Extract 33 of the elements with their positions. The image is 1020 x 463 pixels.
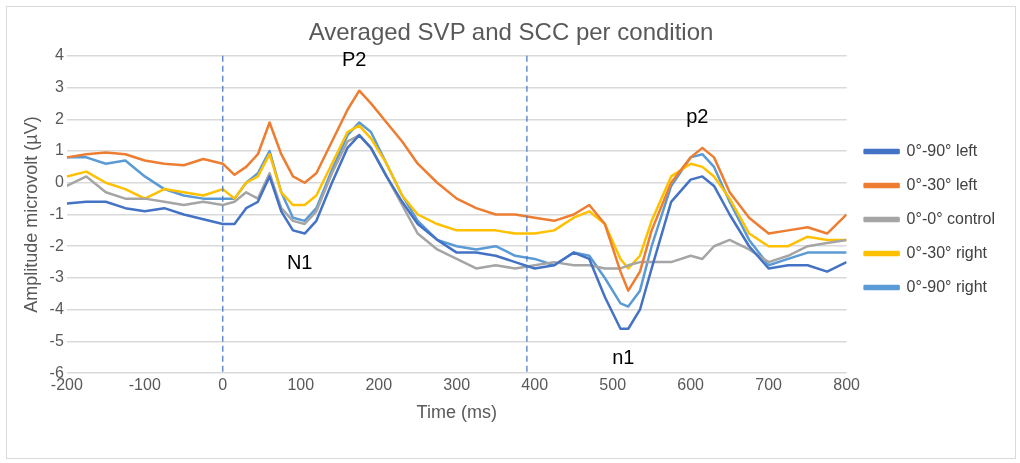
y-tick-label: 4 [54, 46, 64, 64]
x-tick-label: -100 [128, 376, 161, 394]
y-tick-label: -3 [49, 268, 64, 286]
y-axis-title: Amplitude microvolt (µV) [20, 116, 41, 313]
x-axis-title: Time (ms) [416, 402, 497, 423]
x-tick-label: 700 [755, 376, 783, 394]
legend-label: 0°-30° left [906, 175, 978, 193]
legend-label: 0°-30° right [906, 243, 988, 261]
chart-title: Averaged SVP and SCC per condition [308, 18, 714, 46]
annotation: P2 [342, 48, 367, 71]
y-tick-label: 0 [54, 173, 64, 191]
x-tick-label: 100 [287, 376, 315, 394]
x-tick-label: -200 [50, 376, 83, 394]
legend-label: 0°-90° right [906, 277, 988, 295]
legend-label: 0°-0° control [906, 209, 995, 227]
y-tick-label: 3 [54, 77, 64, 95]
x-tick-label: 0 [218, 376, 228, 394]
x-tick-label: 600 [677, 376, 705, 394]
annotation: n1 [612, 346, 635, 369]
annotation: p2 [686, 105, 709, 128]
x-tick-label: 200 [365, 376, 393, 394]
y-tick-label: -1 [49, 204, 64, 222]
legend-label: 0°-90° left [906, 141, 978, 159]
x-tick-label: 400 [521, 376, 549, 394]
x-tick-label: 800 [833, 376, 861, 394]
x-tick-label: 500 [599, 376, 627, 394]
x-tick-label: 300 [443, 376, 471, 394]
y-tick-label: -2 [49, 236, 64, 254]
y-tick-label: 2 [54, 109, 64, 127]
y-tick-label: -5 [49, 331, 64, 349]
y-tick-label: 1 [54, 141, 64, 159]
annotation: N1 [286, 251, 313, 274]
y-tick-label: -4 [49, 300, 64, 318]
